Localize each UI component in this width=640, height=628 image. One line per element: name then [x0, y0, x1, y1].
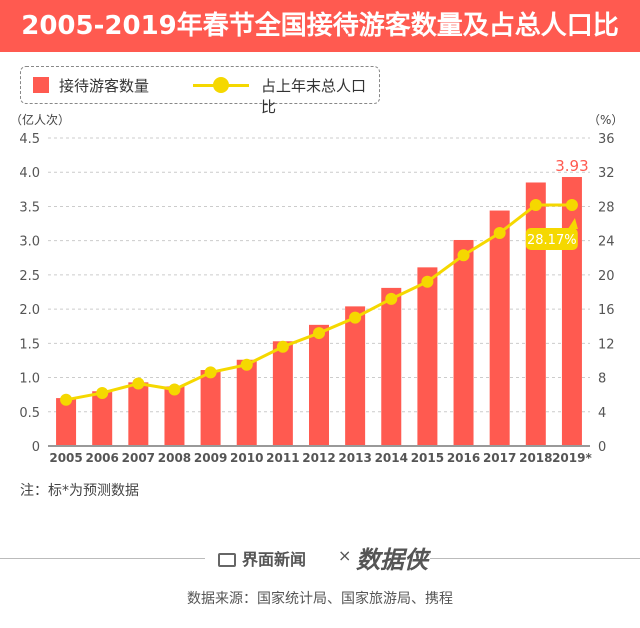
x-tick-label: 2017: [483, 451, 516, 465]
chart-area: 0 0 0.5 4 1.0 8 1.5 12 2.0 16 2.5 20 3.0 24 3.5 28 4.0 32…: [10, 112, 623, 465]
y-tick-label: 4.0: [19, 166, 40, 181]
x-tick-label: 2012: [302, 451, 335, 465]
bar: [525, 182, 546, 446]
line-callout-pointer: [567, 218, 578, 229]
y2-tick-label: 4: [598, 406, 606, 421]
chart-title: 2005-2019年春节全国接待游客数量及占总人口比: [0, 0, 640, 52]
x-tick-label: 2006: [85, 451, 118, 465]
y-tick-label: 3.0: [19, 235, 40, 250]
bar: [200, 370, 221, 446]
x-tick-label: 2008: [158, 451, 191, 465]
line-point: [349, 311, 362, 324]
bar: [236, 359, 257, 446]
x-tick-label: 2011: [266, 451, 299, 465]
line-point: [168, 383, 181, 396]
y2-tick-label: 28: [598, 200, 615, 215]
line-data-label: 28.17%: [527, 233, 577, 248]
line-point: [240, 358, 253, 371]
y2-tick-label: 0: [598, 440, 606, 455]
bar-data-label: 3.93: [555, 157, 588, 175]
divider: [430, 558, 640, 559]
y-tick-label: 2.0: [19, 303, 40, 318]
legend-bar-label: 接待游客数量: [59, 77, 150, 95]
source-text: 数据来源：国家统计局、国家旅游局、携程: [187, 591, 453, 607]
line-callout-box: [525, 228, 578, 250]
line-point: [421, 275, 434, 288]
y-tick-label: 3.5: [19, 200, 40, 215]
x-tick-label: 2005: [49, 451, 82, 465]
brand-logo: 界面新闻: [218, 546, 306, 570]
x-tick-label: 2019*: [552, 451, 592, 465]
y2-tick-label: 16: [598, 303, 615, 318]
bar: [381, 287, 402, 446]
x-tick-label: 2010: [230, 451, 263, 465]
line-point: [132, 377, 145, 390]
y2-tick-label: 20: [598, 269, 615, 284]
line-point: [313, 327, 325, 340]
brand-icon: [218, 553, 236, 567]
legend-line-label: 占上年末总人口比: [261, 77, 367, 116]
y-axis-label: （亿人次）: [10, 112, 70, 127]
line-point: [529, 198, 542, 211]
x-tick-label: 2014: [375, 451, 408, 465]
y-tick-label: 4.5: [19, 132, 40, 147]
x-tick-label: 2009: [194, 451, 227, 465]
y2-tick-label: 36: [598, 132, 615, 147]
divider: [0, 558, 205, 559]
y2-tick-label: 24: [598, 235, 615, 250]
x-tick-label: 2007: [122, 451, 155, 465]
x-tick-label: 2013: [338, 451, 371, 465]
line-point: [96, 386, 109, 399]
y-tick-label: 1.5: [19, 337, 40, 352]
times-sign: ×: [338, 546, 352, 565]
bar: [561, 177, 582, 446]
y2-tick-label: 8: [598, 372, 606, 387]
line-point: [565, 198, 578, 211]
line-point: [457, 249, 470, 262]
line-point: [276, 340, 289, 353]
legend-dot-icon: [213, 77, 229, 93]
bar: [453, 239, 474, 446]
bar: [92, 391, 113, 446]
bar: [345, 306, 366, 446]
y-tick-label: 0: [32, 440, 40, 455]
line-point: [493, 226, 506, 239]
bar: [164, 386, 185, 446]
legend: 接待游客数量 占上年末总人口比: [20, 66, 380, 116]
y-tick-label: 2.5: [19, 269, 40, 284]
legend-bar-swatch: [33, 77, 49, 93]
y2-axis-label: （%）: [588, 113, 623, 127]
bar: [128, 382, 149, 446]
bar: [489, 210, 510, 446]
bar: [56, 398, 77, 446]
bar: [417, 267, 438, 446]
bar: [272, 341, 293, 446]
partner-logo: 数据侠: [356, 546, 428, 574]
y2-tick-label: 32: [598, 166, 615, 181]
note: 注：标*为预测数据: [20, 483, 139, 499]
y-tick-label: 0.5: [19, 406, 40, 421]
y-tick-label: 1.0: [19, 372, 40, 387]
x-tick-label: 2018: [519, 451, 552, 465]
bar: [309, 324, 329, 446]
brand-name: 界面新闻: [242, 550, 307, 569]
line-point: [60, 393, 73, 406]
x-tick-label: 2015: [411, 451, 444, 465]
x-tick-label: 2016: [447, 451, 480, 465]
y2-tick-label: 12: [598, 337, 615, 352]
line-point: [385, 292, 398, 305]
line-point: [204, 366, 217, 379]
